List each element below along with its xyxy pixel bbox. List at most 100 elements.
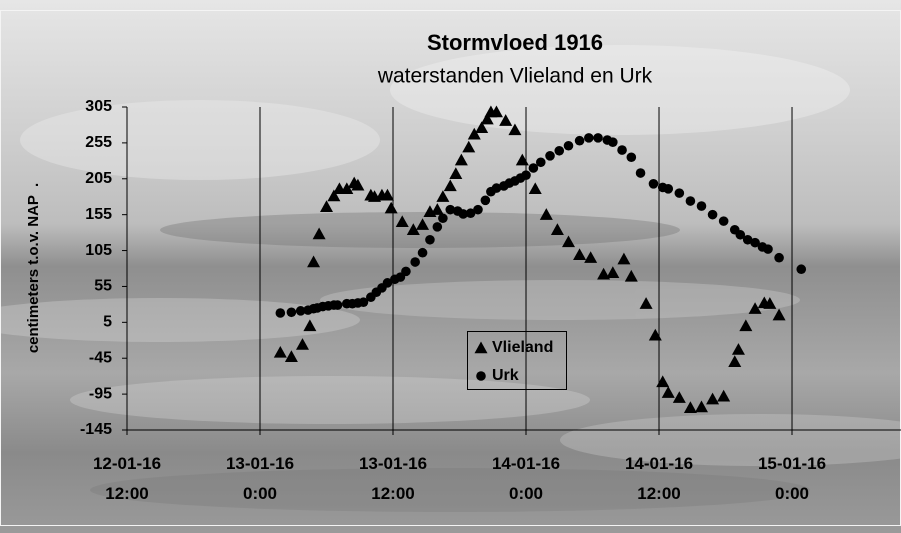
point [295,306,306,316]
point [462,140,476,153]
point [656,375,670,388]
point [491,183,502,193]
point [550,223,564,235]
point [295,338,309,350]
chart-title: Stormvloed 1916 [427,30,603,55]
y-tick-label: 55 [94,278,112,295]
point [574,135,585,146]
point [384,201,398,214]
point [608,137,618,147]
point [718,216,729,226]
point [380,188,394,201]
point [648,179,659,189]
point [475,121,489,134]
y-tick-label: 255 [85,134,112,151]
point [320,200,334,212]
point [465,208,476,219]
point [584,133,594,143]
point [382,278,393,288]
point [624,269,638,282]
point [449,167,463,179]
point [480,195,491,206]
point [303,319,317,332]
legend-label: Vlieland [492,339,553,356]
point [499,114,513,126]
x-tick-label: 13-01-16 12:00 [358,454,428,503]
point [606,266,620,279]
point [528,163,539,173]
legend-marker [476,371,486,381]
background-painting [0,45,901,512]
point [626,152,637,163]
y-axis-label: centimeters t.o.v. NAP . [25,183,42,353]
point [406,223,420,235]
point [410,257,420,267]
point [635,168,646,178]
x-tick-label: 13-01-16 0:00 [225,454,295,503]
point [772,308,786,321]
point [332,300,343,310]
point [521,170,531,180]
point [750,237,760,248]
point [796,264,807,275]
point [728,355,742,368]
legend-label: Urk [492,367,519,384]
point [735,229,746,240]
point [307,255,321,268]
point [696,201,707,211]
series [275,133,807,318]
point [416,218,430,230]
point [707,209,718,220]
point [763,297,777,309]
point [573,248,587,261]
x-tick-label: 14-01-16 12:00 [624,454,694,503]
point [467,127,481,140]
point [739,319,753,332]
point [663,184,674,194]
point [275,308,286,318]
point [458,209,469,219]
point [742,234,753,245]
point [639,297,653,309]
point [584,251,598,263]
point [748,302,762,314]
point [508,123,522,136]
point [774,252,784,263]
point [648,328,662,341]
y-tick-label: 5 [103,314,112,331]
point [515,153,529,166]
point [312,227,326,240]
point [539,208,553,220]
point [340,182,354,195]
x-tick-label: 15-01-16 0:00 [757,454,827,503]
point [445,204,456,215]
point [731,343,745,355]
legend-box [467,331,567,390]
point [438,213,448,224]
point [661,386,675,398]
point [685,196,696,206]
y-tick-label: -95 [89,385,112,402]
point [535,157,546,168]
point [763,244,773,254]
point [593,133,603,143]
point [351,178,365,191]
y-tick-label: 205 [85,170,112,187]
point [674,188,685,198]
point [597,267,611,280]
point [545,151,555,161]
point [430,203,444,215]
point [489,105,503,118]
legend: Vlieland Urk [467,331,567,390]
point [706,392,720,405]
point [443,179,457,192]
point [432,222,443,232]
legend-marker [474,341,488,354]
point [395,215,409,228]
y-tick-label: 155 [85,206,112,223]
point [284,350,298,362]
series [273,105,786,413]
point [554,145,565,156]
y-tick-label: -45 [89,349,112,366]
